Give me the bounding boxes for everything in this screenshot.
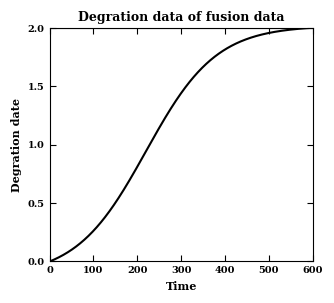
X-axis label: Time: Time [165,281,197,292]
Title: Degration data of fusion data: Degration data of fusion data [78,11,284,24]
Y-axis label: Degration date: Degration date [11,98,22,192]
